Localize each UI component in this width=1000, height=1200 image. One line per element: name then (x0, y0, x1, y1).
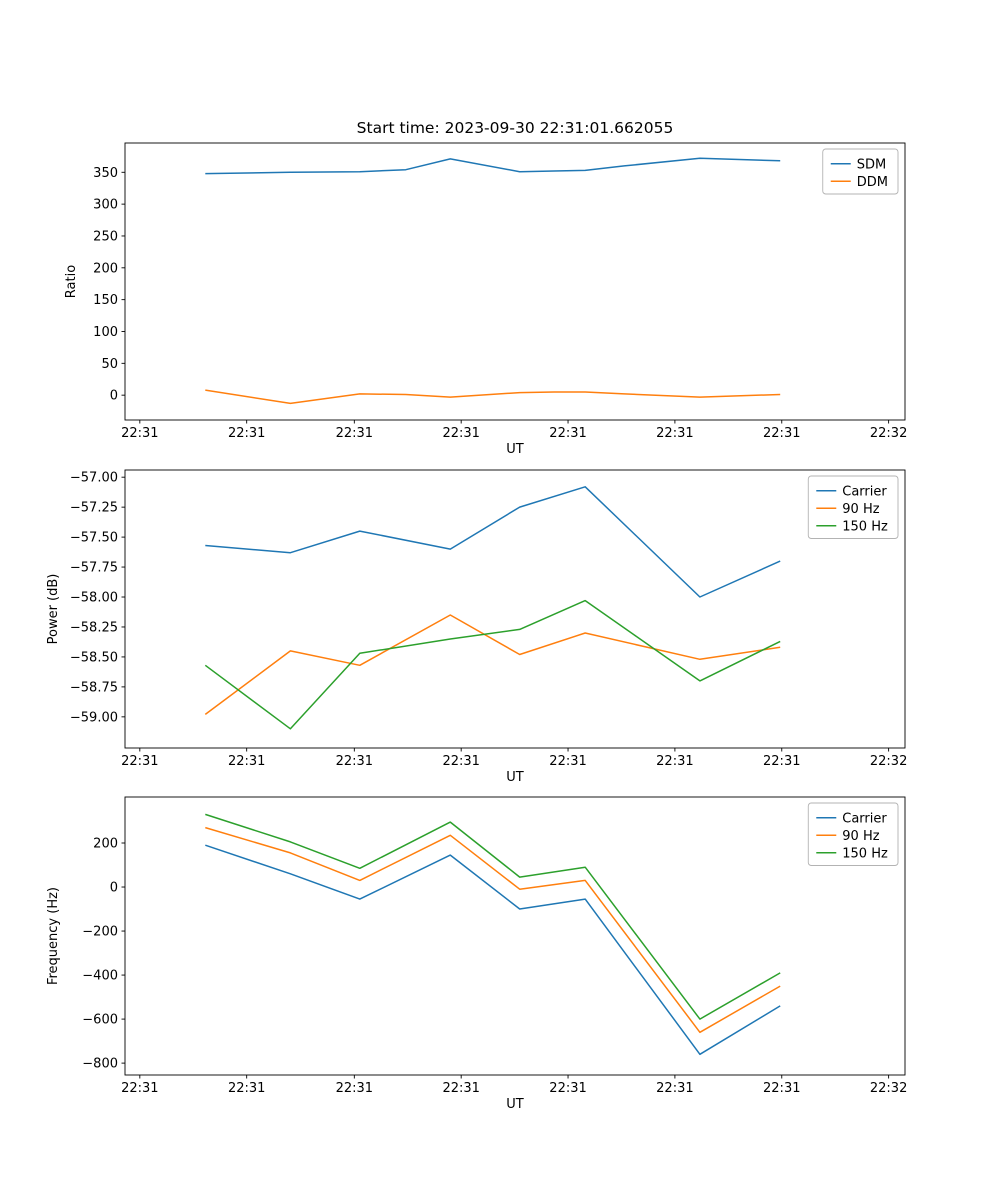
x-tick-label: 22:31 (336, 754, 373, 769)
y-tick-label: 50 (101, 357, 118, 372)
axis-ticks: 22:31 22:31 22:31 22:31 22:31 22:31 22:31 22:32… (93, 166, 907, 441)
legend: Carrier 90 Hz 150 Hz (807, 802, 899, 866)
series-lines (204, 486, 781, 730)
series-line-ddm (205, 389, 781, 405)
x-tick-label: 22:31 (228, 1081, 265, 1096)
x-tick-label: 22:31 (656, 426, 693, 441)
legend-label: Carrier (842, 811, 887, 826)
x-tick-label: 22:31 (121, 1081, 158, 1096)
series-line-carrier (205, 486, 781, 598)
power-chart: 22:31 22:31 22:31 22:31 22:31 22:31 22:31 22:32… (46, 469, 907, 785)
x-tick-label: 22:31 (442, 1081, 479, 1096)
y-tick-label: 150 (93, 293, 118, 308)
series-lines (205, 157, 781, 405)
y-tick-label: 200 (93, 261, 118, 276)
x-tick-label: 22:31 (228, 754, 265, 769)
x-axis-label: UT (506, 770, 524, 785)
series-line-carrier (205, 844, 781, 1056)
legend: Carrier 90 Hz 150 Hz (807, 475, 899, 539)
x-tick-label: 22:31 (763, 754, 800, 769)
legend-label: DDM (857, 175, 888, 190)
ratio-chart: 22:31 22:31 22:31 22:31 22:31 22:31 22:31 22:32… (64, 142, 907, 457)
x-tick-label: 22:32 (870, 1081, 907, 1096)
legend-label: SDM (857, 157, 886, 172)
y-tick-label: −57.25 (70, 501, 118, 516)
x-tick-label: 22:31 (228, 426, 265, 441)
y-axis-label: Ratio (64, 265, 79, 298)
frequency-chart: 22:31 22:31 22:31 22:31 22:31 22:31 22:31 22:32… (46, 796, 907, 1112)
y-tick-label: −59.00 (70, 710, 118, 725)
axes-frame (124, 469, 906, 749)
x-axis-label: UT (506, 442, 524, 457)
x-tick-label: 22:31 (763, 1081, 800, 1096)
legend: SDM DDM (822, 148, 899, 195)
x-tick-label: 22:31 (121, 426, 158, 441)
x-tick-label: 22:31 (336, 1081, 373, 1096)
x-tick-label: 22:31 (763, 426, 800, 441)
y-tick-label: −58.75 (70, 680, 118, 695)
legend-label: 150 Hz (842, 519, 888, 534)
y-tick-label: 300 (93, 198, 118, 213)
y-tick-label: 100 (93, 325, 118, 340)
y-tick-label: −58.25 (70, 620, 118, 635)
x-tick-label: 22:31 (121, 754, 158, 769)
y-tick-label: −57.00 (70, 471, 118, 486)
axes-frame (124, 142, 906, 421)
x-tick-label: 22:31 (442, 754, 479, 769)
y-tick-label: 0 (110, 389, 118, 404)
x-tick-label: 22:31 (656, 1081, 693, 1096)
x-axis-label: UT (506, 1097, 524, 1112)
y-tick-label: 200 (93, 837, 118, 852)
y-tick-label: −200 (82, 925, 118, 940)
y-tick-label: −57.50 (70, 531, 118, 546)
axes-frame (124, 796, 906, 1076)
x-tick-label: 22:32 (870, 754, 907, 769)
series-lines (205, 813, 781, 1056)
y-axis-label: Frequency (Hz) (46, 887, 61, 985)
y-tick-label: −58.00 (70, 591, 118, 606)
x-tick-label: 22:31 (336, 426, 373, 441)
y-tick-label: 0 (110, 881, 118, 896)
figure-title: Start time: 2023-09-30 22:31:01.662055 (356, 119, 674, 137)
series-line-90-hz (204, 614, 781, 716)
series-line-sdm (205, 157, 781, 175)
legend-label: Carrier (842, 484, 887, 499)
y-tick-label: −400 (82, 969, 118, 984)
series-line-150-hz (205, 813, 781, 1020)
x-tick-label: 22:31 (549, 754, 586, 769)
axis-ticks: 22:31 22:31 22:31 22:31 22:31 22:31 22:31 22:32… (82, 837, 907, 1096)
x-tick-label: 22:31 (549, 426, 586, 441)
y-tick-label: −800 (82, 1057, 118, 1072)
y-axis-label: Power (dB) (46, 574, 61, 645)
legend-label: 90 Hz (842, 502, 879, 517)
series-line-150-hz (204, 599, 781, 730)
series-line-90-hz (205, 826, 781, 1034)
y-tick-label: −600 (82, 1013, 118, 1028)
x-tick-label: 22:31 (656, 754, 693, 769)
y-tick-label: 250 (93, 229, 118, 244)
legend-label: 150 Hz (842, 846, 888, 861)
x-tick-label: 22:31 (442, 426, 479, 441)
y-tick-label: −58.50 (70, 650, 118, 665)
y-tick-label: 350 (93, 166, 118, 181)
y-tick-label: −57.75 (70, 561, 118, 576)
x-tick-label: 22:32 (870, 426, 907, 441)
legend-label: 90 Hz (842, 829, 879, 844)
axis-ticks: 22:31 22:31 22:31 22:31 22:31 22:31 22:31 22:32… (70, 471, 907, 769)
x-tick-label: 22:31 (549, 1081, 586, 1096)
